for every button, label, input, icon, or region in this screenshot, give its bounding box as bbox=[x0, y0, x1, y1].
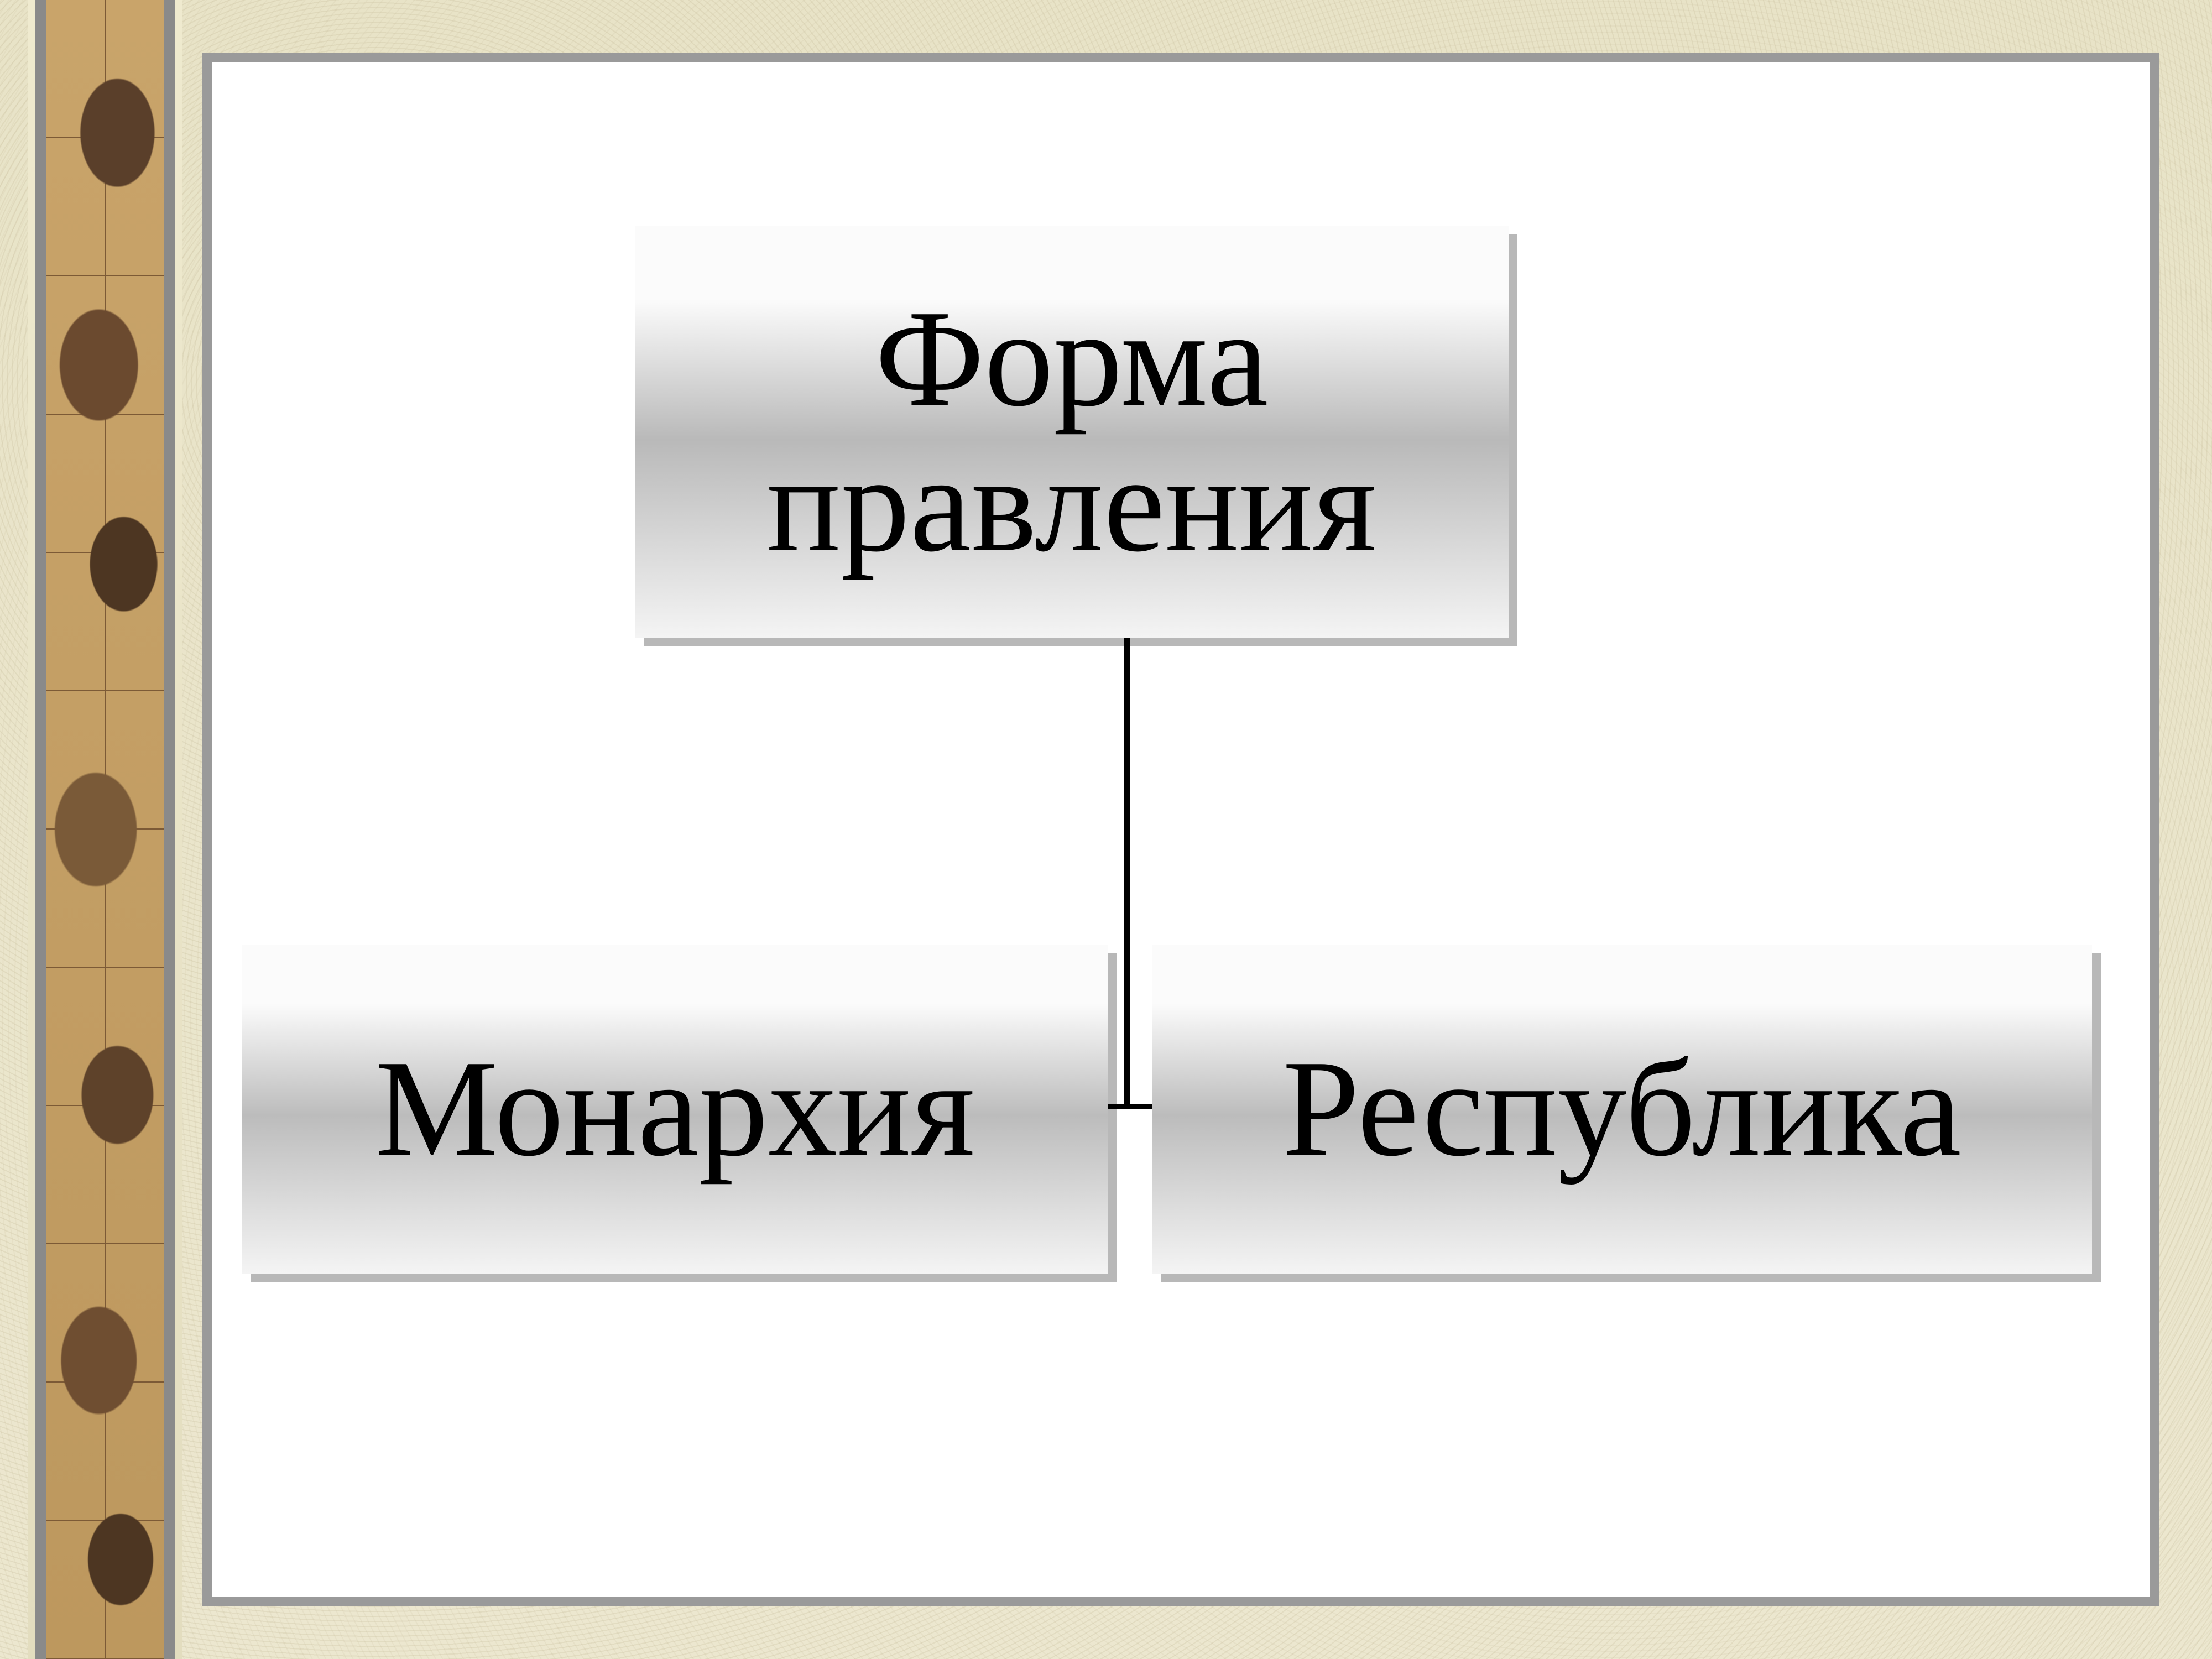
node-right: Республика bbox=[1152, 945, 2092, 1274]
node-root: Форма правления bbox=[635, 226, 1509, 638]
strip-rails bbox=[35, 0, 175, 1659]
node-right-label: Республика bbox=[1282, 1036, 1961, 1182]
connector-horizontal bbox=[1108, 1104, 1152, 1109]
decorative-left-strip bbox=[28, 0, 182, 1659]
node-left-label: Монархия bbox=[375, 1036, 975, 1182]
node-root-label: Форма правления bbox=[767, 286, 1377, 577]
node-left: Монархия bbox=[242, 945, 1108, 1274]
slide-frame: Форма правления Монархия Республика bbox=[202, 53, 2159, 1606]
connector-vertical bbox=[1124, 638, 1130, 1109]
